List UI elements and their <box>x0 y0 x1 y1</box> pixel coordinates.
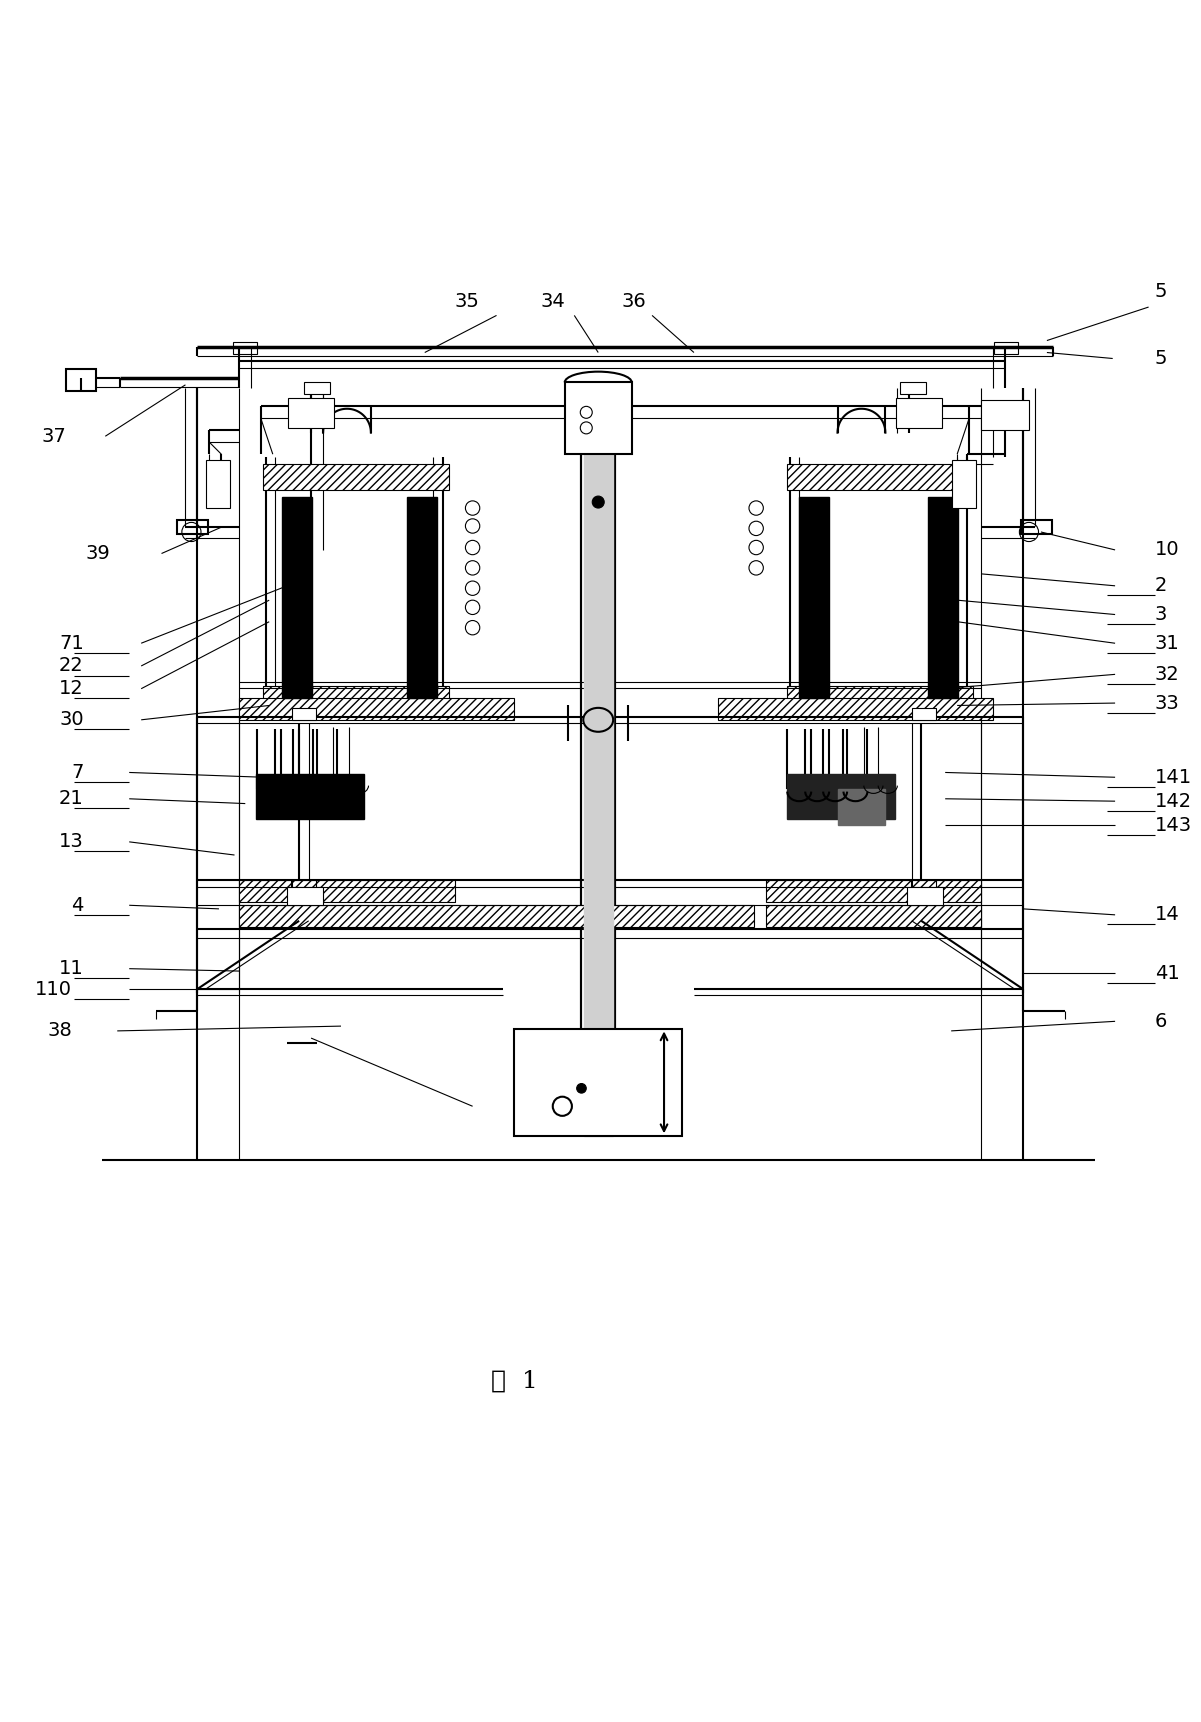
Text: 2: 2 <box>1154 577 1167 596</box>
Text: 12: 12 <box>59 678 84 697</box>
Text: 143: 143 <box>1154 816 1191 835</box>
Bar <box>952 460 976 508</box>
Bar <box>912 708 936 720</box>
Bar <box>718 699 993 720</box>
Text: 31: 31 <box>1154 634 1179 653</box>
Text: 37: 37 <box>41 427 66 446</box>
Text: 38: 38 <box>47 1021 72 1040</box>
Text: 5: 5 <box>1154 350 1167 369</box>
Text: 5: 5 <box>1154 282 1167 301</box>
Bar <box>239 906 754 926</box>
Text: 11: 11 <box>59 959 84 978</box>
Circle shape <box>576 1083 586 1093</box>
Bar <box>907 887 943 906</box>
Bar <box>288 398 334 427</box>
Bar <box>282 498 312 699</box>
Bar <box>233 341 257 353</box>
Text: 32: 32 <box>1154 665 1179 684</box>
Bar <box>564 382 632 455</box>
Bar <box>177 520 208 534</box>
Bar <box>994 341 1018 353</box>
Bar <box>788 773 895 820</box>
Text: 7: 7 <box>71 763 84 782</box>
Text: 13: 13 <box>59 832 84 851</box>
Bar <box>263 463 449 491</box>
Bar <box>896 398 942 427</box>
Text: 6: 6 <box>1154 1013 1167 1031</box>
Text: 3: 3 <box>1154 604 1167 623</box>
Bar <box>292 708 316 720</box>
Text: 35: 35 <box>454 291 479 310</box>
Bar <box>584 389 613 1137</box>
Bar <box>837 789 885 825</box>
Text: 110: 110 <box>35 980 72 999</box>
Bar <box>766 880 981 902</box>
Text: 10: 10 <box>1154 541 1179 560</box>
Text: 14: 14 <box>1154 906 1179 925</box>
Bar <box>256 773 364 820</box>
Bar <box>928 498 958 699</box>
Bar <box>788 687 973 708</box>
Bar <box>66 369 96 391</box>
Circle shape <box>592 496 604 508</box>
Text: 4: 4 <box>71 895 84 914</box>
Bar <box>239 880 455 902</box>
Bar <box>263 687 449 708</box>
Text: 36: 36 <box>622 291 646 310</box>
Bar <box>407 498 437 699</box>
Bar <box>788 463 973 491</box>
Text: 图  1: 图 1 <box>491 1371 538 1393</box>
Bar <box>799 498 829 699</box>
Text: 41: 41 <box>1154 964 1179 983</box>
Text: 141: 141 <box>1154 768 1191 787</box>
Bar <box>900 382 926 394</box>
Text: 22: 22 <box>59 656 84 675</box>
Text: 142: 142 <box>1154 792 1191 811</box>
Text: 21: 21 <box>59 789 84 808</box>
Text: 33: 33 <box>1154 694 1179 713</box>
Bar <box>766 906 981 926</box>
Bar <box>287 887 323 906</box>
Text: 71: 71 <box>59 634 84 653</box>
Bar <box>981 401 1029 430</box>
Text: 34: 34 <box>540 291 566 310</box>
Bar <box>304 382 330 394</box>
Bar <box>239 699 514 720</box>
Bar <box>1021 520 1052 534</box>
Bar <box>514 1028 682 1137</box>
Text: 39: 39 <box>85 544 110 563</box>
Text: 30: 30 <box>59 709 84 730</box>
Bar <box>205 460 229 508</box>
